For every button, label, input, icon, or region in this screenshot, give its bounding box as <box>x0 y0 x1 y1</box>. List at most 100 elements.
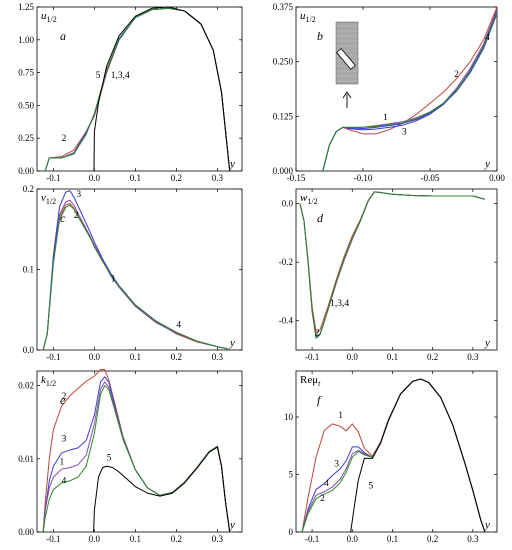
y-tick-label: 0.01 <box>18 454 34 464</box>
panel-label: d <box>317 211 324 225</box>
series-line-4 <box>42 204 230 351</box>
panel-label: a <box>60 29 66 43</box>
plot-frame <box>36 370 243 533</box>
series-line-3 <box>299 191 486 339</box>
arrow-head <box>342 91 352 99</box>
x-tick-label: 0.1 <box>130 534 141 544</box>
y-tick-label: 0.1 <box>23 265 34 275</box>
y-tick-label: 5 <box>289 470 294 480</box>
x-tick-label: 0.3 <box>212 352 224 362</box>
y-axis-label: w1/2 <box>300 192 318 206</box>
x-tick-label: 0.3 <box>467 352 479 362</box>
y-tick-label: 0.00 <box>18 527 34 537</box>
x-axis-label: y <box>229 519 235 531</box>
y-axis-label: u1/2 <box>300 10 316 24</box>
series-line-3 <box>42 190 230 351</box>
y-axis-label-main: k <box>41 374 47 386</box>
series-line-1 <box>44 7 231 172</box>
curve-annotation: 1 <box>60 458 65 468</box>
series-line-4 <box>42 385 231 533</box>
panel-label: b <box>317 29 323 43</box>
curve-annotation: 4 <box>324 479 329 489</box>
y-tick-label: 0.250 <box>273 57 294 67</box>
y-tick-label: 10 <box>284 412 294 422</box>
x-axis-label: y <box>484 158 490 170</box>
plot-frame <box>295 370 498 533</box>
curve-annotation: 2 <box>454 70 459 80</box>
curve-annotation: 3 <box>62 434 67 444</box>
curve-annotation: 3 <box>402 128 407 138</box>
x-tick-label: 0.3 <box>467 534 479 544</box>
x-tick-label: 0.0 <box>347 352 359 362</box>
y-tick-label: 1.25 <box>18 2 34 12</box>
y-axis-label-main: Reμ <box>300 374 318 386</box>
y-axis-label-subscript: 1/2 <box>306 15 316 24</box>
y-tick-label: 0.0 <box>282 199 294 209</box>
series-line-2 <box>42 202 230 351</box>
series-line-5 <box>350 378 486 533</box>
curve-annotation: 3 <box>334 459 339 469</box>
x-tick-label: 0.0 <box>89 534 101 544</box>
y-tick-label: 1.00 <box>18 35 34 45</box>
series-line-4 <box>301 378 486 533</box>
plot-frame <box>295 6 498 172</box>
x-tick-label: 0.0 <box>89 352 101 362</box>
x-tick-label: 0.0 <box>347 534 359 544</box>
series-line-5 <box>93 6 231 172</box>
x-tick-label: -0.1 <box>46 352 60 362</box>
series-line-1 <box>42 381 231 533</box>
series-line-4 <box>299 191 486 339</box>
y-tick-label: -0.2 <box>279 257 293 267</box>
x-tick-label: -0.1 <box>46 173 60 183</box>
series-line-5 <box>93 446 231 533</box>
y-tick-label: 0.2 <box>23 184 34 194</box>
y-axis-label-main: w <box>300 192 308 204</box>
y-tick-label: 0.375 <box>273 2 294 12</box>
plate-in-channel-icon <box>335 21 359 85</box>
panel-label: f <box>317 393 322 407</box>
x-tick-label: -0.15 <box>287 173 306 183</box>
curve-annotation: 4 <box>62 477 67 487</box>
x-axis-label: y <box>229 337 235 349</box>
y-tick-label: 0.000 <box>273 166 294 176</box>
x-tick-label: 0.1 <box>387 352 398 362</box>
channel-rect <box>335 21 359 85</box>
plot-frame <box>36 188 243 351</box>
y-axis-label: v1/2 <box>41 192 56 206</box>
y-tick-label: 0.25 <box>18 133 34 143</box>
series-line-1 <box>42 199 230 351</box>
x-tick-label: 0.3 <box>212 173 224 183</box>
y-axis-label-subscript: 1/2 <box>46 197 56 206</box>
x-tick-label: 0.2 <box>427 534 438 544</box>
y-tick-label: 0.02 <box>18 381 34 391</box>
curve-annotation: 1 <box>383 113 388 123</box>
series-line-2 <box>301 378 486 533</box>
curve-annotation: 4 <box>176 320 181 330</box>
x-axis-label: y <box>484 519 490 531</box>
plot-frame <box>295 188 498 351</box>
curve-annotation: 2 <box>74 211 79 221</box>
x-tick-label: 0.00 <box>489 173 505 183</box>
y-axis-label-main: v <box>41 192 46 204</box>
x-tick-label: -0.1 <box>305 352 319 362</box>
y-axis-label-main: u <box>300 10 306 22</box>
y-tick-label: -0.4 <box>279 316 294 326</box>
series-line-3 <box>44 7 231 172</box>
x-tick-label: -0.05 <box>421 173 440 183</box>
panel-f: -0.1 0.0 0.1 0.2 0.3 0 5 10 Reμt y 1 34 2 5 f <box>284 370 498 544</box>
x-tick-label: 0.1 <box>130 352 141 362</box>
panel-c: -0.1 0.0 0.1 0.2 0.3 0.0 0.1 0.2 v1/2 y 3 2 1 4 c <box>23 184 243 362</box>
curve-annotation: 2 <box>62 392 67 402</box>
curve-annotation: 1,3,4 <box>111 71 130 81</box>
curve-annotation: 2 <box>62 134 67 144</box>
series-line-1 <box>299 191 486 338</box>
y-axis-label: k1/2 <box>41 374 56 388</box>
series-line-5 <box>322 12 498 172</box>
x-axis-label: y <box>229 158 235 170</box>
y-axis-label-subscript: t <box>318 379 321 388</box>
x-tick-label: 0.2 <box>171 173 182 183</box>
curve-annotation: 1 <box>338 411 343 421</box>
curve-annotation: 2 <box>320 494 325 504</box>
x-tick-label: 0.1 <box>130 173 141 183</box>
